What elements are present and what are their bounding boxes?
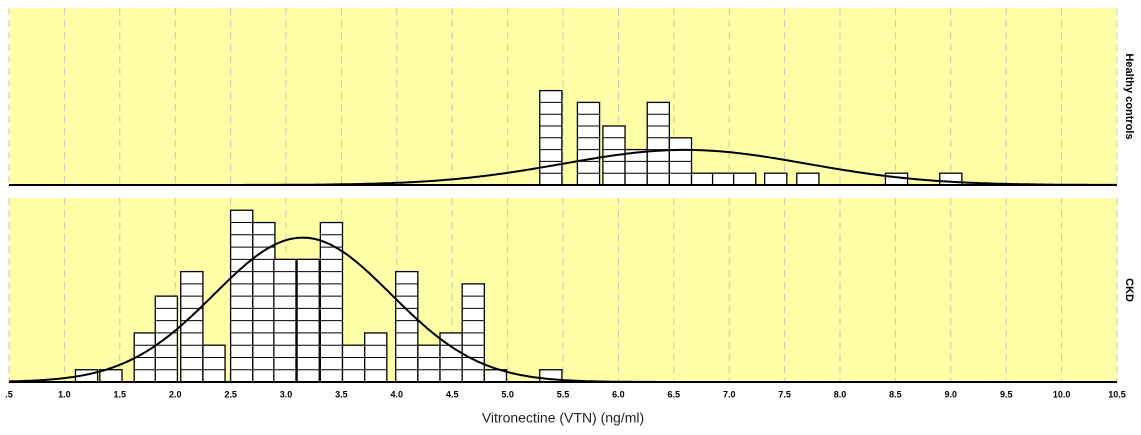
histogram-column [939, 172, 963, 186]
x-tick-label: 4.0 [391, 389, 404, 399]
x-tick-label: 5.5 [557, 389, 570, 399]
histogram-column [764, 172, 788, 186]
histogram-column [884, 172, 909, 186]
x-tick-label: 10.5 [1108, 389, 1126, 399]
histogram-column [154, 295, 179, 383]
x-tick-label: 10.0 [1053, 389, 1071, 399]
x-tick-label: 7.0 [723, 389, 736, 399]
x-tick-label: 8.5 [889, 389, 902, 399]
x-tick-label: 6.0 [612, 389, 625, 399]
x-tick-label: 2.5 [224, 389, 237, 399]
x-tick-label: 1.5 [114, 389, 127, 399]
histogram-column [341, 344, 366, 383]
histogram-column [646, 101, 671, 186]
x-axis-label: Vitronectine (VTN) (ng/ml) [482, 410, 644, 426]
histogram-column [202, 344, 226, 383]
x-tick-label: 2.0 [169, 389, 182, 399]
histogram-column [732, 172, 757, 186]
histogram-column [395, 270, 419, 383]
x-tick-label: 4.5 [446, 389, 459, 399]
histogram-column [576, 101, 601, 186]
x-tick-label: 3.5 [335, 389, 348, 399]
histogram-column [180, 270, 204, 383]
histogram-column [624, 148, 648, 186]
histogram-column [319, 221, 344, 383]
x-tick-label: 7.5 [778, 389, 791, 399]
x-tick-label: 9.5 [1000, 389, 1013, 399]
x-tick-label: 8.0 [834, 389, 847, 399]
histogram-column [690, 172, 715, 186]
panel-label: CKD [1123, 278, 1135, 302]
x-tick-label: .5 [5, 389, 13, 399]
x-tick-label: 9.0 [945, 389, 958, 399]
panel-label: Healthy controls [1123, 53, 1135, 139]
x-tick-label: 5.0 [501, 389, 514, 399]
x-tick-label: 6.5 [668, 389, 681, 399]
histogram-column [796, 172, 820, 186]
histogram-column [711, 172, 736, 186]
x-tick-label: 3.0 [280, 389, 293, 399]
x-tick-label: 1.0 [58, 389, 71, 399]
histogram-column [417, 344, 441, 383]
